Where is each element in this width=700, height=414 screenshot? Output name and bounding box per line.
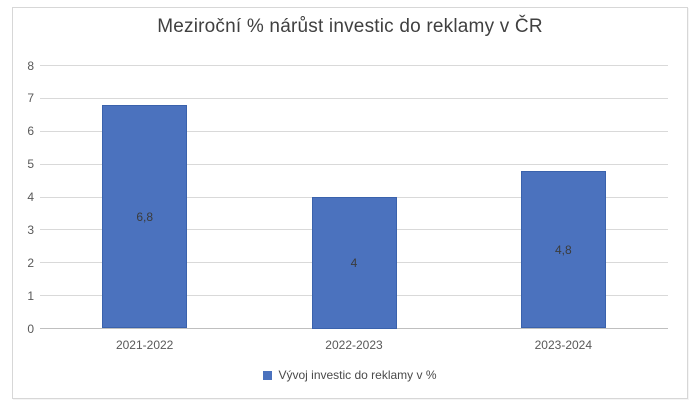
legend-series-label: Vývoj investic do reklamy v % xyxy=(278,368,437,382)
chart-title: Meziroční % nárůst investic do reklamy v… xyxy=(157,16,543,37)
chart-frame xyxy=(12,7,688,399)
legend-square-marker xyxy=(263,370,273,380)
chart-legend: Vývoj investic do reklamy v % xyxy=(0,368,700,382)
